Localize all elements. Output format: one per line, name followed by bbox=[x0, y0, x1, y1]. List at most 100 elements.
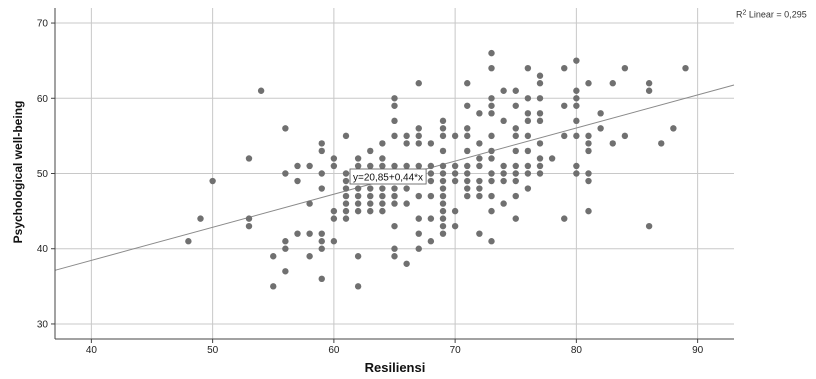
data-point bbox=[476, 140, 483, 147]
data-point bbox=[439, 207, 447, 215]
data-point bbox=[561, 215, 568, 222]
data-point bbox=[609, 80, 616, 87]
data-point bbox=[342, 177, 350, 185]
data-point bbox=[318, 170, 325, 177]
data-point bbox=[524, 110, 532, 117]
data-point bbox=[282, 238, 289, 245]
data-point bbox=[367, 192, 374, 200]
data-point bbox=[330, 215, 338, 222]
data-point bbox=[439, 222, 447, 230]
data-point bbox=[512, 192, 519, 200]
y-tick-label: 30 bbox=[37, 319, 49, 330]
data-point bbox=[306, 162, 313, 170]
data-point bbox=[318, 238, 325, 245]
data-point bbox=[379, 155, 386, 162]
data-point bbox=[342, 185, 350, 192]
data-point bbox=[379, 162, 386, 170]
data-points bbox=[185, 49, 689, 290]
data-point bbox=[488, 238, 495, 245]
data-point bbox=[451, 207, 459, 215]
data-point bbox=[585, 132, 592, 140]
y-tick-label: 60 bbox=[37, 94, 49, 105]
data-point bbox=[245, 222, 253, 230]
x-tick-label: 40 bbox=[86, 345, 98, 356]
data-point bbox=[391, 102, 398, 109]
data-point bbox=[573, 102, 580, 109]
data-point bbox=[306, 230, 313, 237]
x-tick-label: 60 bbox=[328, 345, 340, 356]
data-point bbox=[488, 49, 495, 57]
data-point bbox=[342, 192, 350, 200]
data-point bbox=[464, 102, 471, 109]
data-point bbox=[245, 215, 253, 222]
r-squared-label: R2 Linear = 0,295 bbox=[736, 10, 807, 20]
data-point bbox=[354, 155, 362, 162]
data-point bbox=[488, 110, 495, 117]
data-point bbox=[391, 162, 398, 170]
data-point bbox=[512, 132, 519, 140]
data-point bbox=[464, 185, 471, 192]
data-point bbox=[573, 132, 580, 140]
data-point bbox=[536, 80, 544, 87]
data-point bbox=[524, 162, 532, 170]
data-point bbox=[500, 162, 507, 170]
data-point bbox=[379, 207, 386, 215]
data-point bbox=[561, 102, 568, 109]
fit-equation-annotation: y=20,85+0,44*x bbox=[349, 168, 427, 185]
data-point bbox=[318, 140, 325, 147]
y-tick-label: 70 bbox=[37, 19, 49, 30]
data-point bbox=[476, 110, 483, 117]
data-point bbox=[488, 207, 495, 215]
data-point bbox=[536, 72, 544, 79]
data-point bbox=[379, 200, 386, 207]
data-point bbox=[318, 275, 325, 283]
data-point bbox=[561, 64, 568, 72]
data-point bbox=[561, 132, 568, 140]
data-point bbox=[270, 253, 277, 260]
data-point bbox=[476, 230, 483, 237]
data-point bbox=[536, 170, 544, 177]
data-point bbox=[609, 140, 616, 147]
data-point bbox=[318, 245, 325, 252]
x-tick-label: 90 bbox=[692, 345, 704, 356]
data-point bbox=[354, 185, 362, 192]
data-point bbox=[464, 132, 471, 140]
data-point bbox=[621, 132, 629, 140]
data-point bbox=[451, 162, 459, 170]
x-tick-label: 50 bbox=[207, 345, 219, 356]
data-point bbox=[536, 95, 544, 102]
data-point bbox=[367, 200, 374, 207]
data-point bbox=[439, 147, 447, 155]
data-point bbox=[488, 192, 495, 200]
y-axis-title: Psychological well-being bbox=[11, 101, 25, 244]
data-point bbox=[488, 102, 495, 109]
data-point bbox=[439, 215, 447, 222]
data-point bbox=[439, 125, 447, 132]
data-point bbox=[439, 132, 447, 140]
data-point bbox=[342, 200, 350, 207]
data-point bbox=[536, 162, 544, 170]
data-point bbox=[476, 177, 483, 185]
data-point bbox=[391, 95, 398, 102]
x-tick-label: 80 bbox=[571, 345, 583, 356]
data-point bbox=[500, 170, 507, 177]
data-point bbox=[476, 185, 483, 192]
data-point bbox=[427, 238, 435, 245]
data-point bbox=[500, 87, 507, 94]
data-point bbox=[318, 147, 325, 155]
data-point bbox=[682, 64, 689, 72]
data-point bbox=[488, 132, 495, 140]
data-point bbox=[597, 110, 604, 117]
data-point bbox=[306, 253, 313, 260]
data-point bbox=[245, 155, 253, 162]
data-point bbox=[427, 140, 435, 147]
data-point bbox=[415, 140, 422, 147]
data-point bbox=[415, 162, 422, 170]
data-point bbox=[415, 125, 422, 132]
data-point bbox=[294, 162, 301, 170]
data-point bbox=[318, 230, 325, 237]
data-point bbox=[330, 207, 338, 215]
data-point bbox=[451, 222, 459, 230]
plot-frame bbox=[54, 8, 734, 340]
